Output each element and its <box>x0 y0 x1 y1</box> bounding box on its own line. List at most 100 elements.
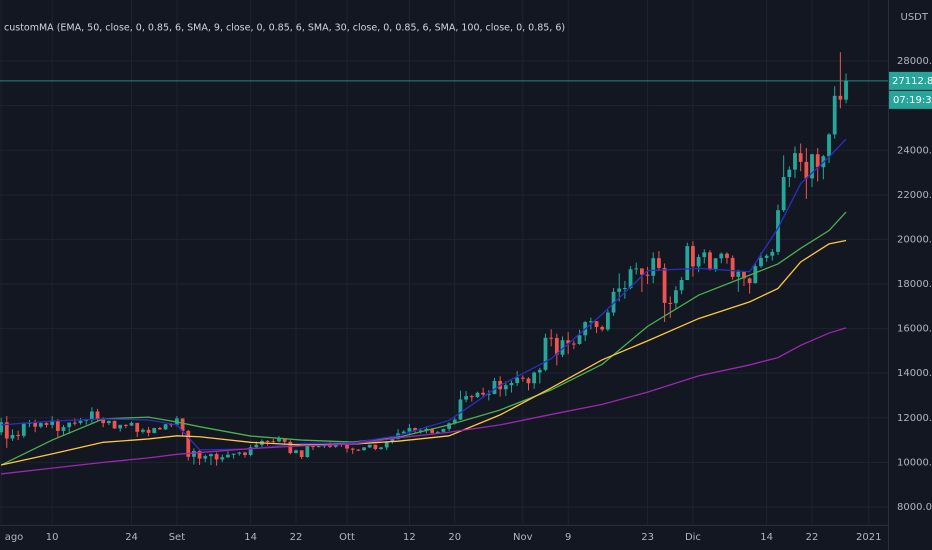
candle-body <box>810 154 814 179</box>
y-tick-label: 22000.00 <box>897 190 932 201</box>
candle-body <box>95 411 100 419</box>
y-tick-label: 20000.00 <box>897 234 932 245</box>
candle-body <box>543 337 548 370</box>
candle-body <box>112 420 117 429</box>
candle-body <box>192 450 196 457</box>
x-tick-label: 23 <box>641 532 654 543</box>
candle-body <box>509 382 514 386</box>
y-tick-label: 24000.00 <box>897 145 932 156</box>
candle-body <box>798 153 803 162</box>
candle-body <box>691 246 695 267</box>
candle-body <box>16 434 21 436</box>
y-tick-label: 14000.00 <box>897 368 932 379</box>
candle-body <box>679 280 684 291</box>
candle-body <box>78 420 83 423</box>
candle-body <box>708 252 712 270</box>
candle-body <box>50 420 55 425</box>
candle-body <box>566 340 571 344</box>
x-tick-label: 12 <box>403 532 416 543</box>
x-tick-label: 14 <box>244 532 257 543</box>
candle-body <box>271 441 276 443</box>
candle-body <box>520 377 525 379</box>
candle-body <box>594 321 599 328</box>
candle-body <box>226 454 230 458</box>
indicator-title: customMA (EMA, 50, close, 0, 0.85, 6, SM… <box>4 23 565 34</box>
candle-body <box>804 161 809 179</box>
candle-body <box>362 447 366 451</box>
candle-body <box>311 445 315 447</box>
candle-body <box>282 438 287 442</box>
candle-body <box>265 440 270 442</box>
moving-average-line <box>1 327 847 475</box>
candle-body <box>759 257 763 267</box>
candle-body <box>203 456 208 459</box>
candle-body <box>622 288 627 290</box>
moving-average-line <box>0 211 847 466</box>
candle-body <box>89 411 94 420</box>
candle-body <box>645 274 650 276</box>
candle-body <box>600 327 605 330</box>
candle-body <box>747 278 752 284</box>
candle-body <box>0 422 4 433</box>
candle-body <box>118 424 123 429</box>
candle-body <box>140 429 145 432</box>
candle-body <box>220 457 225 460</box>
candle-body <box>180 418 185 431</box>
x-tick-label: 14 <box>760 532 773 543</box>
x-tick-label: Ott <box>339 532 355 543</box>
candle-body <box>736 271 741 277</box>
candle-body <box>84 419 89 421</box>
candle-body <box>481 392 486 395</box>
x-tick-label: Set <box>169 532 186 543</box>
candle-body <box>674 290 678 304</box>
candle-body <box>713 258 718 270</box>
candle-body <box>328 445 332 447</box>
candle-body <box>651 258 656 276</box>
candle-body <box>475 392 480 398</box>
y-tick-label: 16000.00 <box>897 324 932 335</box>
y-tick-label: 28000.00 <box>897 56 932 67</box>
moving-average-line <box>1 138 847 451</box>
countdown-label: 07:19:37 <box>893 95 932 106</box>
candle-body <box>549 337 554 339</box>
candle-body <box>248 447 253 455</box>
candle-body <box>657 258 661 268</box>
candle-body <box>367 444 372 448</box>
candle-body <box>10 434 15 439</box>
candle-body <box>401 431 406 434</box>
candle-body <box>662 267 667 303</box>
candle-body <box>33 422 38 427</box>
currency[interactable]: USDT <box>901 12 929 23</box>
candle-body <box>424 428 429 431</box>
candle-body <box>135 422 140 432</box>
candle-body <box>350 448 355 450</box>
candle-body <box>55 420 60 431</box>
candle-body <box>537 369 542 373</box>
candle-body <box>407 428 412 432</box>
candle-body <box>38 423 43 427</box>
candle-body <box>770 251 775 256</box>
candle-body <box>288 441 293 453</box>
candle-body <box>345 444 349 449</box>
grid <box>0 0 888 525</box>
candle-body <box>305 445 310 458</box>
candle-body <box>668 302 673 304</box>
candle-body <box>384 441 389 448</box>
plot <box>0 52 888 475</box>
candle-body <box>526 378 531 384</box>
candle-body <box>742 271 746 279</box>
candle-body <box>730 257 735 277</box>
moving-average-line <box>0 239 847 466</box>
candle-body <box>634 268 639 270</box>
candle-body <box>418 430 423 432</box>
candle-body <box>793 153 797 170</box>
candle-body <box>373 444 378 449</box>
candle-body <box>237 452 242 454</box>
candle-body <box>702 252 707 258</box>
candle-body <box>106 420 111 424</box>
y-tick-label: 18000.00 <box>897 279 932 290</box>
candle-body <box>605 312 610 330</box>
candle-body <box>458 399 463 420</box>
candle-body <box>447 423 452 429</box>
